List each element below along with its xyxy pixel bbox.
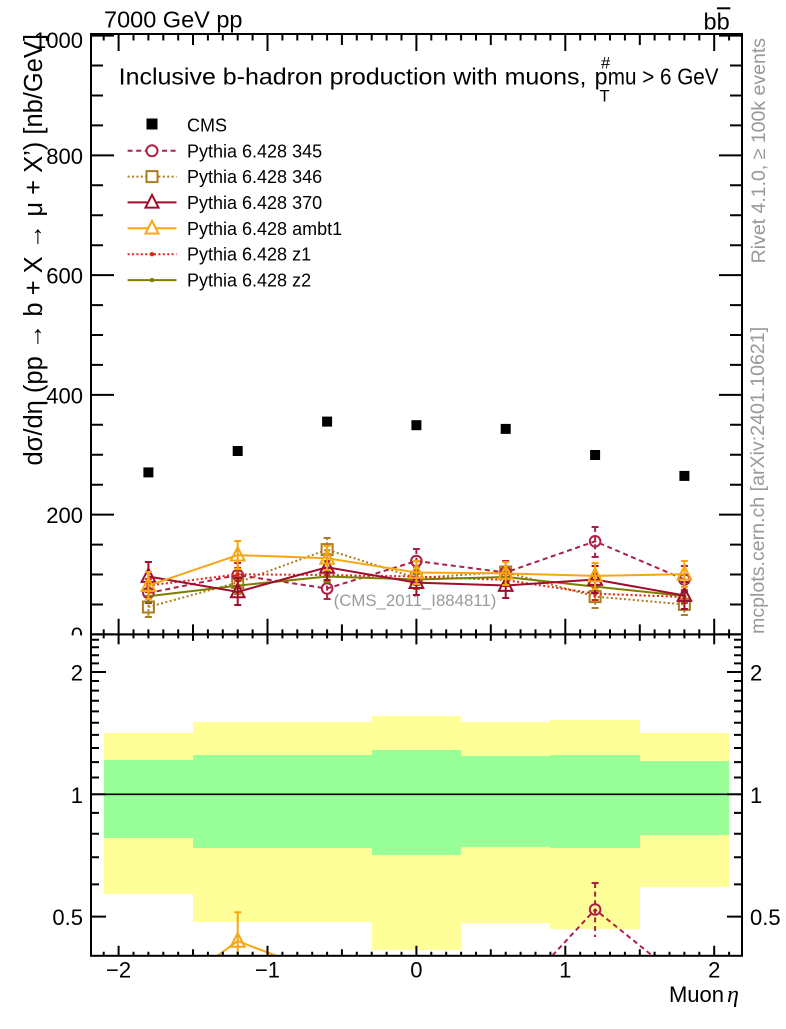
svg-text:400: 400 <box>46 383 83 408</box>
svg-text:−1: −1 <box>255 957 280 982</box>
svg-text:bb: bb <box>704 9 730 35</box>
svg-text:Pythia 6.428 ambt1: Pythia 6.428 ambt1 <box>187 219 342 239</box>
svg-text:CMS: CMS <box>187 115 227 135</box>
svg-text:#: # <box>601 55 611 73</box>
svg-text:1: 1 <box>750 783 762 808</box>
svg-text:0.5: 0.5 <box>52 905 83 930</box>
svg-text:Rivet 4.1.0, ≥ 100k events: Rivet 4.1.0, ≥ 100k events <box>748 38 770 264</box>
svg-text:2: 2 <box>71 661 83 686</box>
svg-text:7000 GeV pp: 7000 GeV pp <box>104 6 243 32</box>
svg-text:Inclusive b-hadron production: Inclusive b-hadron production with muons… <box>119 64 587 90</box>
svg-text:0: 0 <box>410 957 422 982</box>
svg-text:800: 800 <box>46 144 83 169</box>
svg-text:Pythia 6.428 z1: Pythia 6.428 z1 <box>187 245 311 265</box>
svg-text:Pythia 6.428 346: Pythia 6.428 346 <box>187 167 322 187</box>
svg-text:T: T <box>600 88 610 106</box>
svg-text:Pythia 6.428 345: Pythia 6.428 345 <box>187 141 322 161</box>
svg-text:mcplots.cern.ch [arXiv:2401.10: mcplots.cern.ch [arXiv:2401.10621] <box>747 327 769 634</box>
svg-text:1: 1 <box>71 783 83 808</box>
svg-text:mu > 6 GeV: mu > 6 GeV <box>608 64 719 90</box>
svg-text:200: 200 <box>46 503 83 528</box>
svg-text:600: 600 <box>46 264 83 289</box>
svg-text:Muon: Muon <box>669 982 724 1007</box>
svg-text:p: p <box>595 64 608 90</box>
svg-text:−2: −2 <box>106 957 131 982</box>
svg-text:(CMS_2011_I884811): (CMS_2011_I884811) <box>334 591 497 610</box>
svg-text:2: 2 <box>708 957 720 982</box>
svg-text:1: 1 <box>559 957 571 982</box>
svg-text:η: η <box>727 982 739 1008</box>
svg-text:1000: 1000 <box>34 28 83 53</box>
svg-text:Pythia 6.428 z2: Pythia 6.428 z2 <box>187 271 311 291</box>
svg-text:dσ/dη (pp → b + X → μ + X’) [n: dσ/dη (pp → b + X → μ + X’) [nb/GeV] <box>20 34 48 466</box>
svg-text:2: 2 <box>750 661 762 686</box>
svg-text:0.5: 0.5 <box>750 905 781 930</box>
svg-text:Pythia 6.428 370: Pythia 6.428 370 <box>187 193 322 213</box>
